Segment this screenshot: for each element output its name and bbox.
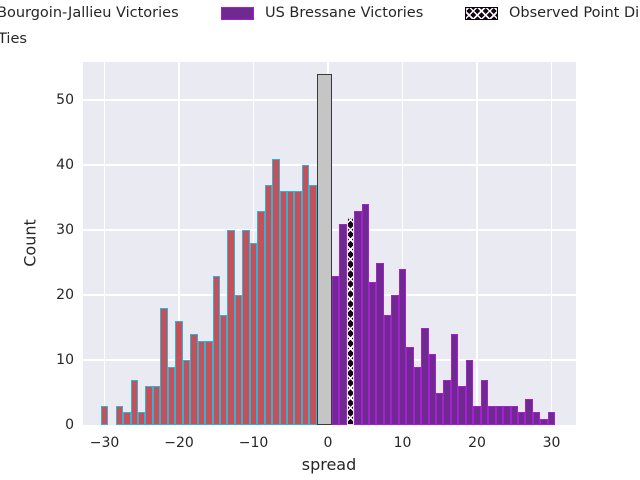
histogram-bar-purple <box>413 366 422 425</box>
histogram-bar-purple <box>383 314 392 425</box>
histogram-bar-red <box>242 230 250 425</box>
plot-area <box>83 62 576 425</box>
histogram-bar-purple <box>443 379 451 425</box>
histogram-bar-purple <box>510 405 518 425</box>
histogram-bar-red <box>212 275 220 425</box>
histogram-bar-purple <box>458 386 466 425</box>
histogram-bar-purple <box>421 327 429 425</box>
histogram-bar-red <box>279 191 287 425</box>
histogram-bar-red <box>100 405 109 425</box>
histogram-bar-red <box>234 295 243 425</box>
histogram-bar-purple <box>465 360 474 425</box>
y-tick-label: 0 <box>65 417 74 433</box>
histogram-bar-purple <box>488 405 496 425</box>
histogram-bar-red <box>249 243 258 425</box>
x-tick-label: 10 <box>393 435 412 451</box>
histogram-bar-purple <box>547 412 556 425</box>
histogram-bar-purple <box>473 405 481 425</box>
histogram-bar-red <box>145 386 153 425</box>
histogram-bar-red <box>152 386 161 425</box>
gridline-vertical <box>401 62 404 425</box>
histogram-bar-red <box>301 165 310 425</box>
histogram-bar-purple <box>331 275 340 425</box>
ties-bar <box>316 74 332 425</box>
histogram-bar-purple <box>368 282 377 425</box>
gridline-vertical <box>103 62 106 425</box>
histogram-bar-red <box>227 230 235 425</box>
histogram-bar-red <box>272 158 280 425</box>
x-tick-label: 30 <box>542 435 561 451</box>
histogram-bar-red <box>190 334 198 425</box>
y-tick-label: 40 <box>56 157 74 173</box>
histogram-bar-red <box>182 360 191 425</box>
histogram-bar-red <box>160 308 168 425</box>
y-tick-label: 50 <box>56 92 74 108</box>
y-tick-label: 10 <box>56 352 74 368</box>
x-tick-label: 0 <box>323 435 333 451</box>
gridline-vertical <box>178 62 180 425</box>
histogram-bar-purple <box>436 392 444 425</box>
legend-label-observed: Observed Point Di <box>509 5 640 21</box>
y-tick-label: 20 <box>56 287 74 303</box>
histogram-bar-red <box>123 412 131 425</box>
gridline-vertical <box>476 62 478 425</box>
histogram-bar-red <box>130 379 138 425</box>
x-axis-label: spread <box>301 455 357 474</box>
histogram-bar-purple <box>517 412 526 425</box>
histogram-bar-purple <box>540 418 548 425</box>
x-tick-label: −30 <box>89 435 120 451</box>
histogram-bar-red <box>175 321 183 425</box>
histogram-bar-red <box>257 210 265 425</box>
histogram-bar-purple <box>376 262 384 425</box>
x-tick-label: −20 <box>164 435 194 451</box>
histogram-bar-purple <box>532 412 541 425</box>
histogram-bar-red <box>264 184 273 425</box>
histogram-bar-purple <box>406 347 414 425</box>
legend-swatch-observed-hatch <box>465 7 498 20</box>
histogram-bar-red <box>219 314 228 425</box>
legend-label-bressane: US Bressane Victories <box>265 5 424 21</box>
legend-swatch-purple <box>221 7 254 20</box>
histogram-bar-purple <box>361 204 369 425</box>
histogram-bar-purple <box>391 295 399 425</box>
histogram-bar-red <box>205 340 213 425</box>
histogram-bar-red <box>294 191 302 425</box>
y-tick-label: 30 <box>56 222 74 238</box>
histogram-bar-purple <box>398 269 407 425</box>
histogram-bar-purple <box>503 405 511 425</box>
x-tick-label: −10 <box>238 435 269 451</box>
histogram-bar-red <box>138 412 146 425</box>
histogram-bar-purple <box>495 405 504 425</box>
histogram-bar-red <box>115 405 124 425</box>
x-tick-label: 20 <box>468 435 486 451</box>
histogram-bar-purple <box>339 223 347 425</box>
histogram-bar-purple <box>450 334 459 425</box>
gridline-vertical <box>550 62 553 425</box>
histogram-bar-red <box>287 191 295 425</box>
observed-point-differential-bar <box>346 217 355 425</box>
histogram-bar-red <box>167 366 176 425</box>
histogram-bar-purple <box>428 353 436 425</box>
histogram-bar-red <box>309 184 317 425</box>
legend-label-ties: Ties <box>0 31 27 47</box>
legend-label-bourgoin: Bourgoin-Jallieu Victories <box>0 5 179 21</box>
histogram-bar-purple <box>525 399 533 425</box>
histogram-bar-red <box>197 340 206 425</box>
histogram-bar-purple <box>354 210 362 425</box>
histogram-bar-purple <box>480 379 489 425</box>
y-axis-label: Count <box>20 219 40 267</box>
